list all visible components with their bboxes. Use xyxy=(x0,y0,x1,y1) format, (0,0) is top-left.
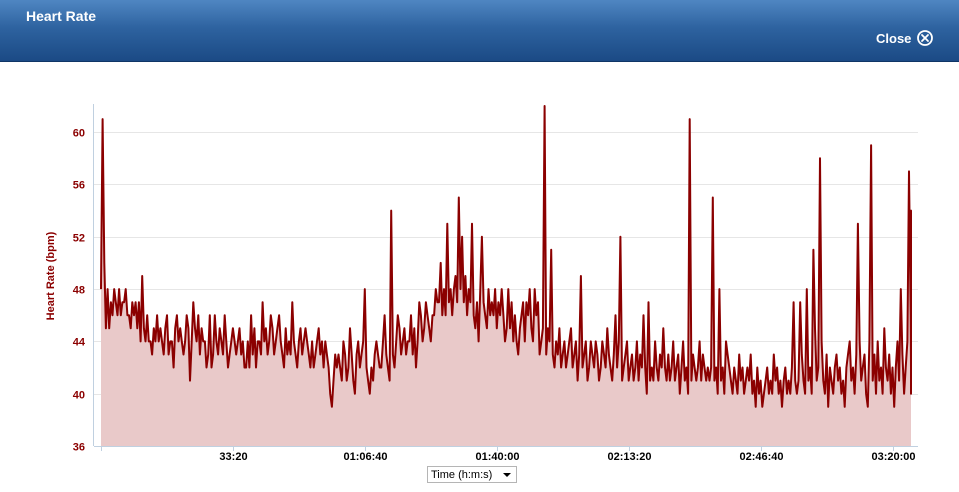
x-axis-unit-select[interactable]: Time (h:m:s) xyxy=(427,466,517,483)
y-tick-label: 60 xyxy=(73,128,85,140)
title-bar: Heart Rate Close xyxy=(0,0,959,62)
x-tick-label: 02:13:20 xyxy=(607,451,651,461)
x-tick-label: 01:06:40 xyxy=(343,451,387,461)
heart-rate-area xyxy=(101,106,911,446)
x-tick-label: 01:40:00 xyxy=(475,451,519,461)
y-tick-label: 52 xyxy=(73,233,85,245)
chevron-down-icon xyxy=(503,472,511,477)
x-tick-label: 02:46:40 xyxy=(739,451,783,461)
x-tick-labels: 33:20 01:06:40 01:40:00 02:13:20 02:46:40 03:… xyxy=(219,451,915,461)
close-label: Close xyxy=(876,30,912,46)
x-tick-label: 03:20:00 xyxy=(871,451,915,461)
y-tick-label: 44 xyxy=(73,337,86,349)
x-tick-label: 33:20 xyxy=(219,451,247,461)
axes xyxy=(93,104,918,451)
y-tick-label: 48 xyxy=(73,285,85,297)
y-tick-label: 40 xyxy=(73,390,85,402)
y-tick-labels: 36 40 44 48 52 56 60 xyxy=(73,128,86,454)
heart-rate-chart: 36 40 44 48 52 56 60 33:20 01:06:40 01:40:00 02:1… xyxy=(45,104,918,461)
window-title: Heart Rate xyxy=(26,8,97,24)
y-tick-label: 36 xyxy=(73,442,85,454)
close-button[interactable]: Close xyxy=(876,28,934,48)
y-axis-title: Heart Rate (bpm) xyxy=(45,231,57,320)
y-tick-label: 56 xyxy=(73,180,85,192)
x-axis-unit-value: Time (h:m:s) xyxy=(431,468,493,481)
heart-rate-line xyxy=(100,105,912,408)
close-icon[interactable] xyxy=(916,29,934,47)
